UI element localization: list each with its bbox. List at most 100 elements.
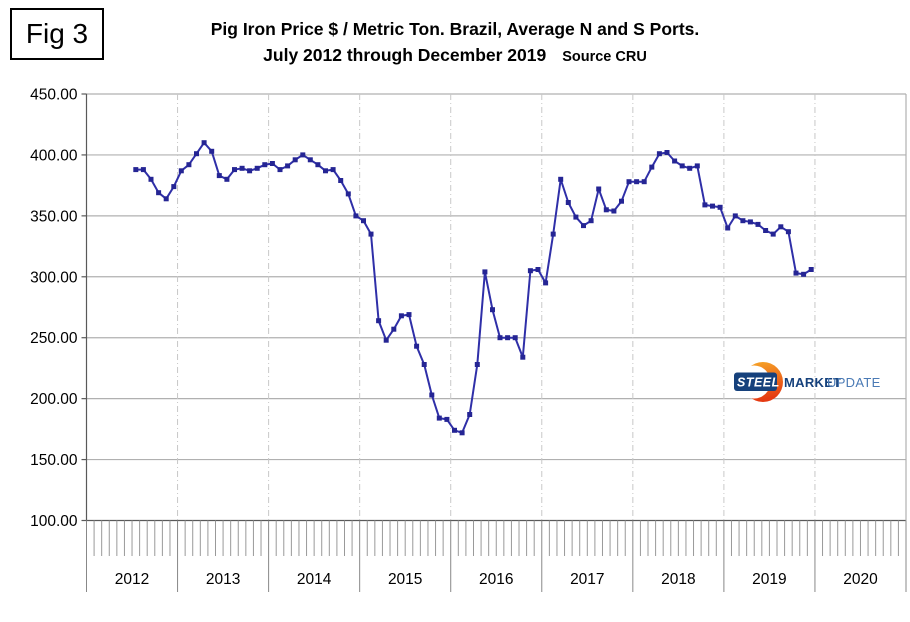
y-axis-tick-label: 100.00: [30, 513, 78, 530]
data-point-marker: [444, 416, 450, 422]
data-point-marker: [315, 162, 321, 168]
y-axis-tick-label: 150.00: [30, 452, 78, 469]
data-point-marker: [239, 165, 245, 171]
chart-title-daterange: July 2012 through December 2019: [263, 45, 547, 65]
data-point-marker: [452, 427, 457, 433]
figure-label: Fig 3: [25, 18, 89, 49]
x-axis-year-label: 2015: [388, 571, 422, 588]
y-axis-tick-label: 450.00: [30, 87, 78, 104]
data-point-marker: [694, 163, 700, 169]
data-point-marker: [732, 213, 738, 219]
x-axis-year-label: 2019: [752, 571, 786, 588]
data-point-marker: [163, 196, 169, 202]
data-point-marker: [421, 362, 427, 367]
data-point-marker: [717, 204, 723, 210]
chart-title-source: Source CRU: [562, 49, 647, 65]
data-point-marker: [687, 165, 693, 171]
data-point-marker: [725, 225, 731, 231]
data-point-marker: [490, 307, 495, 313]
data-point-marker: [216, 173, 222, 179]
data-point-marker: [672, 158, 678, 164]
data-point-marker: [209, 148, 215, 154]
data-point-marker: [292, 157, 298, 163]
data-point-marker: [588, 218, 594, 224]
data-point-marker: [763, 228, 769, 233]
data-point-marker: [156, 190, 162, 196]
data-point-marker: [497, 335, 503, 341]
data-point-marker: [505, 335, 511, 341]
data-point-marker: [201, 140, 207, 146]
data-point-marker: [300, 152, 306, 158]
data-point-marker: [641, 179, 647, 185]
data-point-marker: [383, 337, 389, 343]
data-point-marker: [140, 167, 146, 173]
y-axis-tick-label: 250.00: [30, 330, 78, 347]
data-point-marker: [611, 208, 617, 214]
y-axis-tick-label: 400.00: [30, 147, 78, 164]
data-point-marker: [148, 176, 154, 182]
data-point-marker: [634, 179, 640, 185]
data-point-marker: [194, 151, 199, 157]
data-point-marker: [178, 168, 184, 174]
x-axis-year-label: 2013: [206, 571, 240, 588]
data-point-marker: [482, 269, 488, 275]
data-point-marker: [558, 176, 564, 182]
y-axis-tick-label: 200.00: [30, 391, 78, 408]
x-axis-year-label: 2012: [115, 571, 149, 588]
data-point-marker: [391, 326, 397, 332]
data-point-marker: [338, 178, 344, 183]
data-point-marker: [171, 184, 177, 190]
data-point-marker: [285, 163, 291, 169]
data-point-marker: [808, 267, 814, 272]
data-point-marker: [603, 207, 609, 213]
x-axis-year-label: 2016: [479, 571, 513, 588]
data-point-marker: [543, 280, 549, 286]
data-point-marker: [512, 335, 518, 341]
y-axis-tick-label: 300.00: [30, 269, 78, 286]
data-point-marker: [747, 219, 753, 225]
price-line: [134, 141, 813, 434]
smu-logo-steel-box: [734, 372, 777, 391]
data-point-marker: [368, 231, 374, 237]
chart-title-line2: July 2012 through December 2019 Source CR…: [110, 42, 800, 70]
data-point-marker: [436, 415, 442, 421]
data-point-marker: [323, 168, 328, 174]
data-point-marker: [520, 354, 526, 360]
data-point-marker: [414, 343, 420, 349]
data-point-marker: [778, 224, 784, 230]
data-point-marker: [406, 312, 412, 318]
data-point-marker: [467, 412, 473, 417]
data-point-marker: [740, 218, 746, 224]
data-point-marker: [710, 203, 715, 209]
data-point-marker: [626, 179, 632, 185]
data-point-marker: [361, 218, 366, 224]
data-point-marker: [664, 150, 670, 155]
data-point-marker: [307, 157, 313, 163]
data-point-marker: [269, 161, 275, 166]
data-point-marker: [459, 430, 465, 436]
data-point-marker: [702, 202, 708, 208]
x-axis-year-label: 2018: [661, 571, 695, 588]
data-point-marker: [679, 163, 685, 169]
data-point-marker: [398, 313, 404, 319]
data-point-marker: [801, 271, 807, 277]
data-point-marker: [770, 231, 776, 237]
data-point-marker: [649, 164, 655, 170]
chart-title-block: Pig Iron Price $ / Metric Ton. Brazil, A…: [110, 16, 800, 70]
data-point-marker: [353, 213, 359, 219]
data-point-marker: [527, 268, 533, 274]
data-point-marker: [474, 362, 480, 367]
data-point-marker: [565, 200, 571, 205]
chart-title-line1: Pig Iron Price $ / Metric Ton. Brazil, A…: [210, 19, 700, 39]
data-point-marker: [262, 162, 268, 168]
data-point-marker: [247, 168, 253, 174]
data-point-marker: [330, 167, 336, 173]
data-point-marker: [376, 318, 382, 324]
smu-logo-steel-text: STEEL: [737, 376, 780, 390]
smu-logo-update-text: UPDATE: [827, 375, 881, 390]
data-point-marker: [345, 191, 351, 197]
data-point-marker: [581, 223, 586, 229]
x-axis-year-label: 2017: [570, 571, 604, 588]
smu-logo-market-text: MARKET: [784, 375, 841, 390]
